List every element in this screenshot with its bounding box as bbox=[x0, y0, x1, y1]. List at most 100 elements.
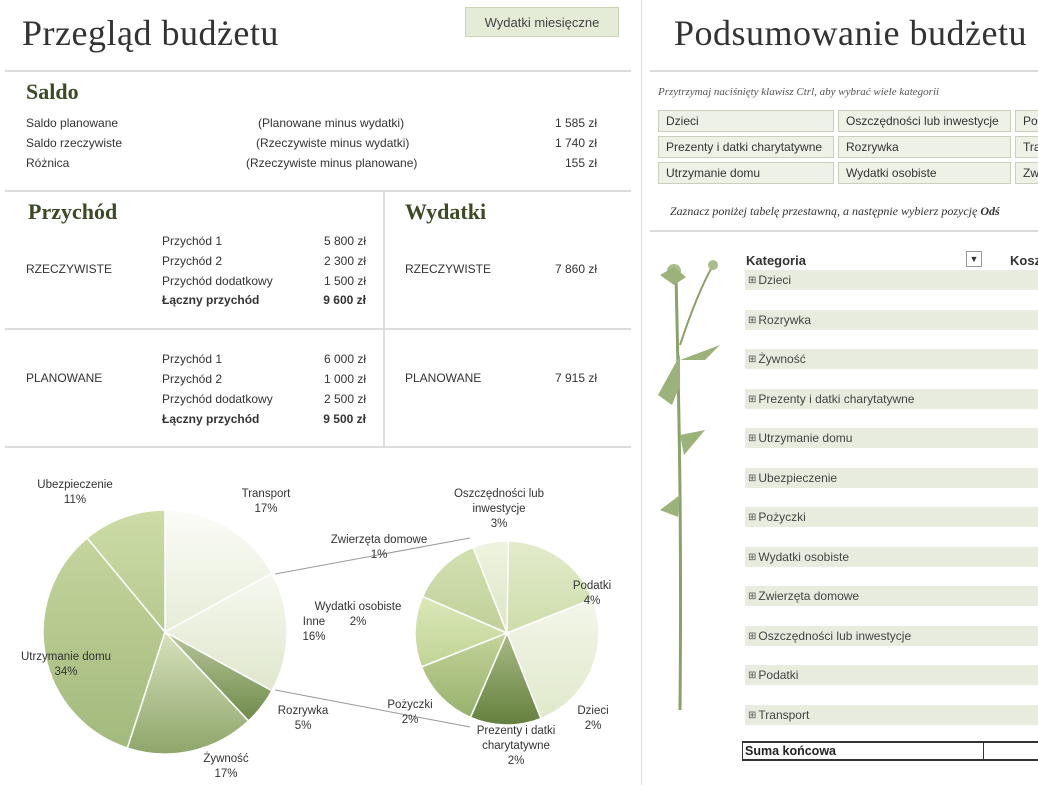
pivot-row-label: Zwierzęta domowe bbox=[758, 589, 860, 603]
pie-data-label: Prezenty i datki charytatywne 2% bbox=[477, 725, 556, 767]
pivot-row[interactable]: ⊞ Ubezpieczenie bbox=[745, 468, 1038, 488]
income-actual-label: RZECZYWISTE bbox=[26, 262, 112, 276]
pivot-row[interactable]: ⊞ Oszczędności lub inwestycje bbox=[745, 626, 1038, 646]
pie-data-label: Oszczędności lub inwestycje 3% bbox=[454, 488, 544, 530]
income-item-label: Przychód dodatkowy bbox=[162, 274, 273, 288]
income-item-label: Przychód 1 bbox=[162, 352, 223, 366]
pivot-row[interactable]: ⊞ Pożyczki bbox=[745, 507, 1038, 527]
saldo-heading: Saldo bbox=[26, 79, 79, 104]
divider bbox=[383, 190, 385, 446]
pie-data-label: Transport 17% bbox=[242, 488, 292, 515]
divider bbox=[5, 446, 631, 448]
expand-icon[interactable]: ⊞ bbox=[748, 630, 757, 642]
slicer-item[interactable]: Dzieci bbox=[658, 110, 834, 132]
slicer-item[interactable]: Rozrywka bbox=[838, 136, 1011, 158]
expenses-planned-label: PLANOWANE bbox=[405, 371, 482, 385]
divider bbox=[5, 70, 631, 72]
expand-icon[interactable]: ⊞ bbox=[748, 472, 757, 484]
main-pie-slice bbox=[163, 572, 288, 692]
slicer-item[interactable]: Tra bbox=[1015, 136, 1038, 158]
income-planned-label: PLANOWANE bbox=[26, 371, 103, 385]
expenses-planned-value: 7 915 zł bbox=[554, 371, 597, 385]
pie-data-label: Wydatki osobiste 2% bbox=[315, 601, 402, 628]
monthly-expenses-button[interactable]: Wydatki miesięczne bbox=[465, 7, 619, 37]
pivot-row-label: Prezenty i datki charytatywne bbox=[758, 392, 915, 406]
plant-illustration bbox=[658, 260, 720, 711]
slicer-item[interactable]: Po bbox=[1015, 110, 1038, 132]
expand-icon[interactable]: ⊞ bbox=[748, 551, 757, 563]
pivot-row[interactable]: ⊞ Wydatki osobiste bbox=[745, 547, 1038, 567]
expand-icon[interactable]: ⊞ bbox=[748, 590, 757, 602]
income-heading: Przychód bbox=[28, 199, 118, 224]
slicer-item[interactable]: Utrzymanie domu bbox=[658, 162, 834, 184]
expand-icon[interactable]: ⊞ bbox=[748, 393, 757, 405]
divider bbox=[5, 190, 631, 192]
expand-icon[interactable]: ⊞ bbox=[748, 274, 757, 286]
slicer-item[interactable]: Zw bbox=[1015, 162, 1038, 184]
pivot-instruction: Zaznacz poniżej tabelę przestawną, a nas… bbox=[670, 204, 1000, 219]
income-item-value: 2 500 zł bbox=[323, 392, 366, 406]
main-pie-slice bbox=[42, 536, 166, 749]
summary-title: Podsumowanie budżetu bbox=[674, 13, 1027, 53]
income-item-label: Przychód 2 bbox=[162, 372, 223, 386]
income-item-label: Przychód 1 bbox=[162, 234, 223, 248]
saldo-note: (Rzeczywiste minus planowane) bbox=[246, 156, 418, 170]
secondary-pie-slice bbox=[506, 598, 600, 720]
pivot-row[interactable]: ⊞ Utrzymanie domu bbox=[745, 428, 1038, 448]
pivot-row[interactable]: ⊞ Prezenty i datki charytatywne bbox=[745, 389, 1038, 409]
pivot-row-label: Oszczędności lub inwestycje bbox=[758, 629, 912, 643]
saldo-value: 155 zł bbox=[564, 156, 597, 170]
pie-data-label: Utrzymanie domu 34% bbox=[21, 651, 111, 678]
slicer-item[interactable]: Prezenty i datki charytatywne bbox=[658, 136, 834, 158]
pivot-header-category: Kategoria bbox=[746, 253, 806, 268]
expand-icon[interactable]: ⊞ bbox=[748, 314, 757, 326]
filter-dropdown-icon[interactable]: ▼ bbox=[966, 251, 982, 267]
pivot-row[interactable]: ⊞ Zwierzęta domowe bbox=[745, 586, 1038, 606]
expand-icon[interactable]: ⊞ bbox=[748, 669, 757, 681]
slicer-item[interactable]: Wydatki osobiste bbox=[838, 162, 1011, 184]
pivot-row-label: Wydatki osobiste bbox=[758, 550, 849, 564]
divider bbox=[5, 328, 631, 330]
pivot-row-label: Żywność bbox=[758, 352, 806, 366]
instruction-bold: Odś bbox=[980, 204, 1000, 218]
secondary-pie-slice bbox=[420, 631, 509, 719]
pie-data-label: Inne 16% bbox=[302, 616, 325, 643]
pivot-row[interactable]: ⊞ Żywność bbox=[745, 349, 1038, 369]
pivot-row-label: Podatki bbox=[758, 668, 799, 682]
pie-data-label: Podatki 4% bbox=[573, 580, 611, 607]
pivot-row-label: Dzieci bbox=[758, 273, 792, 287]
pivot-row[interactable]: ⊞ Dzieci bbox=[745, 270, 1038, 290]
pivot-row-label: Pożyczki bbox=[758, 510, 806, 524]
income-item-value: 6 000 zł bbox=[323, 352, 366, 366]
pivot-row-label: Transport bbox=[758, 708, 810, 722]
expenses-actual-label: RZECZYWISTE bbox=[405, 262, 491, 276]
income-total-value: 9 500 zł bbox=[323, 412, 366, 426]
expand-icon[interactable]: ⊞ bbox=[748, 511, 757, 523]
expenses-actual-value: 7 860 zł bbox=[554, 262, 597, 276]
main-pie-slice bbox=[126, 630, 250, 755]
expand-icon[interactable]: ⊞ bbox=[748, 432, 757, 444]
pie-connector-line bbox=[274, 689, 471, 728]
pie-data-label: Żywność 17% bbox=[203, 752, 249, 780]
income-item-value: 5 800 zł bbox=[323, 234, 366, 248]
instruction-text: Zaznacz poniżej tabelę przestawną, a nas… bbox=[670, 204, 978, 218]
pivot-row[interactable]: ⊞ Rozrywka bbox=[745, 310, 1038, 330]
pivot-row-label: Utrzymanie domu bbox=[758, 431, 853, 445]
income-total-label: Łączny przychód bbox=[162, 412, 260, 426]
slicer-hint: Przytrzymaj naciśnięty klawisz Ctrl, aby… bbox=[658, 86, 940, 98]
income-item-value: 1 000 zł bbox=[323, 372, 366, 386]
income-item-label: Przychód dodatkowy bbox=[162, 392, 273, 406]
saldo-label: Saldo rzeczywiste bbox=[26, 136, 123, 150]
secondary-pie-slice bbox=[506, 540, 594, 635]
income-item-value: 2 300 zł bbox=[323, 254, 366, 268]
expand-icon[interactable]: ⊞ bbox=[748, 353, 757, 365]
expand-icon[interactable]: ⊞ bbox=[748, 709, 757, 721]
pie-data-label: Zwierzęta domowe 1% bbox=[331, 534, 428, 561]
pivot-row[interactable]: ⊞ Podatki bbox=[745, 665, 1038, 685]
pivot-total-label: Suma końcowa bbox=[745, 744, 836, 758]
pie-data-label: Pożyczki 2% bbox=[387, 699, 432, 726]
secondary-pie-slice bbox=[414, 595, 509, 668]
pivot-row[interactable]: ⊞ Transport bbox=[745, 705, 1038, 725]
slicer-item[interactable]: Oszczędności lub inwestycje bbox=[838, 110, 1011, 132]
pivot-total-row[interactable]: Suma końcowa bbox=[742, 741, 1038, 761]
